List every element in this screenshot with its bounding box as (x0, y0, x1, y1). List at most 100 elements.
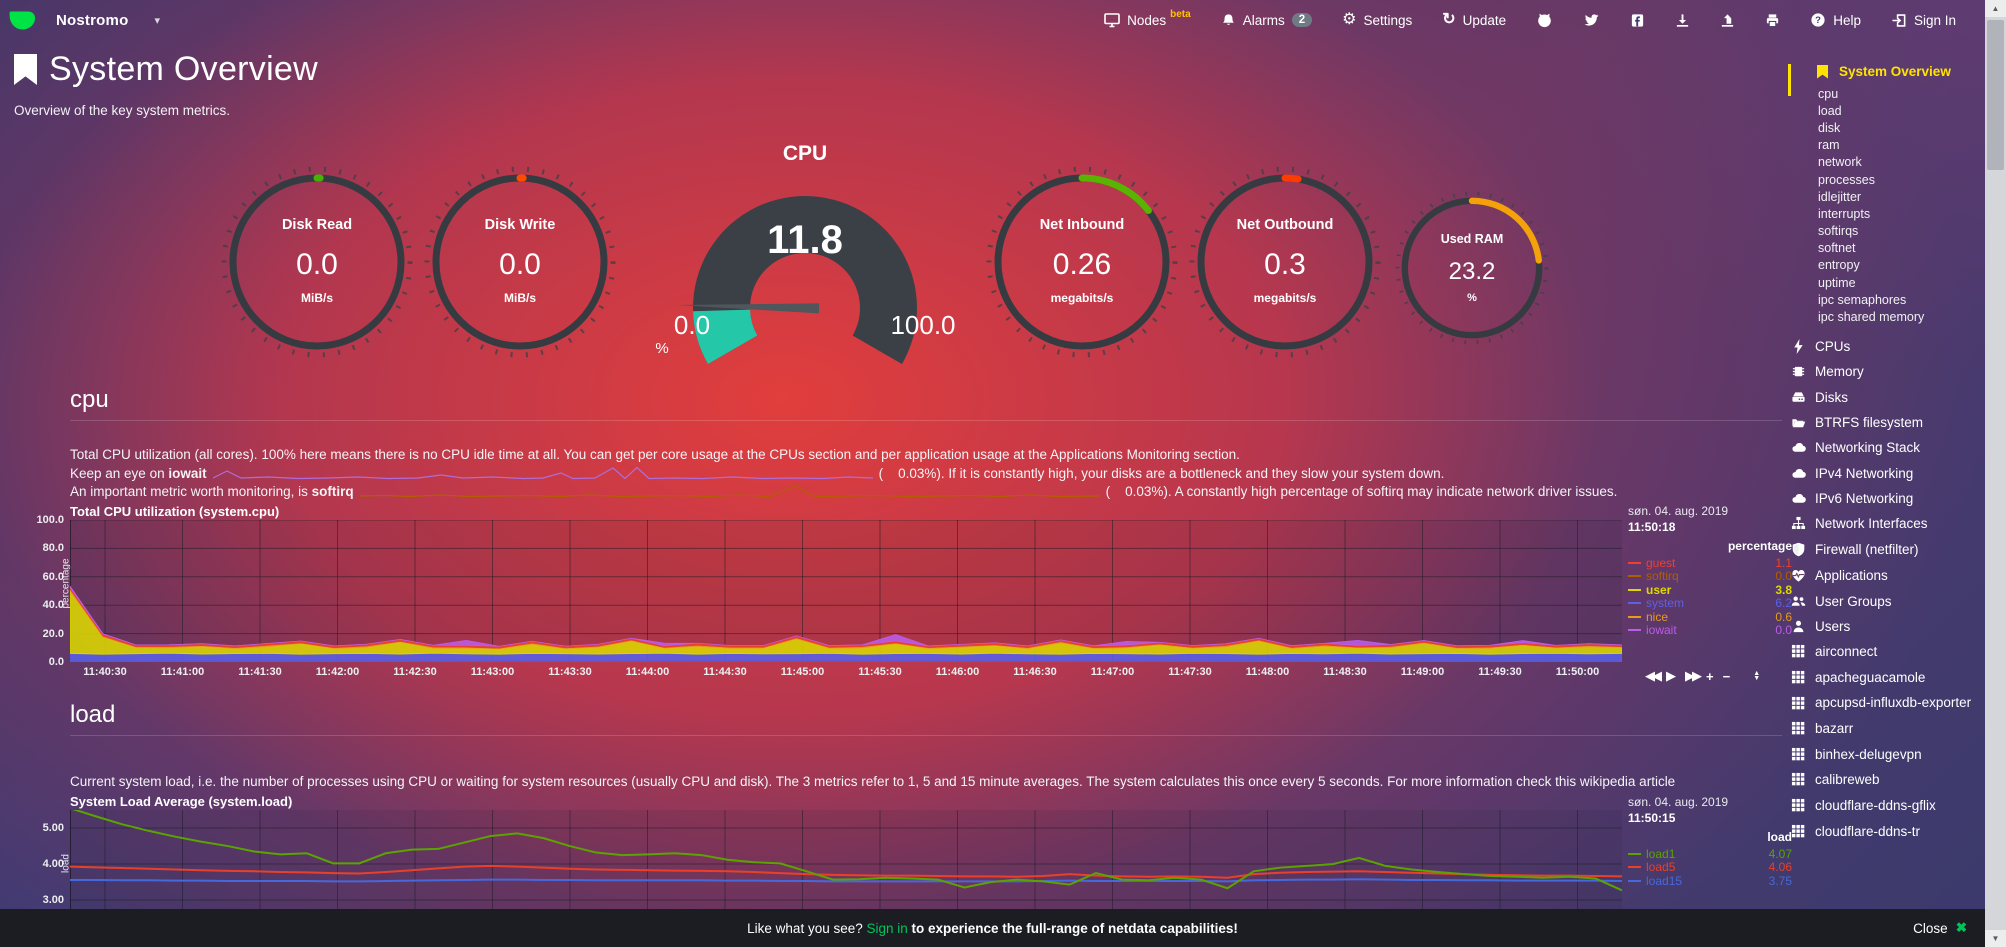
legend-row-guest[interactable]: guest 1.1 (1628, 556, 1792, 570)
github-button[interactable] (1521, 12, 1568, 28)
upload-icon (1722, 13, 1734, 27)
x-axis-tick: 11:50:00 (1555, 666, 1600, 678)
y-axis-tick: 80.0 (42, 542, 64, 555)
facebook-icon (1632, 13, 1644, 27)
nodes-button[interactable]: Nodes beta (1089, 9, 1206, 28)
sidebar-item-bazarr[interactable]: bazarr (1790, 716, 1985, 741)
signin-button[interactable]: Sign In (1876, 13, 1971, 28)
y-axis-tick: 40.0 (42, 599, 64, 612)
cloud-icon (1792, 443, 1806, 453)
legend-row-softirq[interactable]: softirq 0.0 (1628, 569, 1792, 583)
alarms-bell-icon (1222, 13, 1234, 25)
sidebar-item-ipv6-networking[interactable]: IPv6 Networking (1790, 486, 1985, 511)
banner-signin-link[interactable]: Sign in (866, 920, 908, 936)
gauge-net-outbound[interactable]: Net Outbound 0.3 megabits/s (1185, 162, 1385, 362)
help-button[interactable]: ? Help (1795, 12, 1876, 28)
sidebar-active-indicator (1788, 64, 1791, 96)
sidebar-item-cloudflare-ddns-gflix[interactable]: cloudflare-ddns-gflix (1790, 792, 1985, 818)
legend-row-load5[interactable]: load5 4.06 (1628, 860, 1792, 874)
scrollbar-thumb[interactable] (1987, 20, 2004, 170)
sidebar-subitem-softirqs[interactable]: softirqs (1818, 224, 1859, 239)
sidebar-item-cpus[interactable]: CPUs (1790, 334, 1985, 359)
cpu-chart[interactable]: Total CPU utilization (system.cpu) perce… (0, 498, 1792, 698)
legend-row-load15[interactable]: load15 3.75 (1628, 874, 1792, 888)
gauge-used-ram[interactable]: Used RAM 23.2 % (1392, 188, 1552, 348)
legend-row-load1[interactable]: load1 4.07 (1628, 847, 1792, 861)
legend-row-system[interactable]: system 6.2 (1628, 596, 1792, 610)
hostname[interactable]: Nostromo (56, 11, 129, 29)
export-button[interactable] (1705, 13, 1750, 28)
update-button[interactable]: ↻ Update (1442, 11, 1507, 28)
sidebar-item-user-groups[interactable]: User Groups (1790, 588, 1985, 613)
import-button[interactable] (1660, 13, 1705, 28)
facebook-button[interactable] (1615, 13, 1660, 28)
print-button[interactable] (1750, 13, 1795, 28)
sidebar-item-network-interfaces[interactable]: Network Interfaces (1790, 511, 1985, 536)
x-axis-tick: 11:42:30 (393, 666, 437, 678)
sidebar-item-applications[interactable]: Applications (1790, 563, 1985, 588)
sidebar-item-system-overview[interactable]: System Overview (1790, 50, 1985, 85)
scroll-up-button[interactable]: ▲ (1985, 0, 2006, 17)
x-axis-tick: 11:48:30 (1323, 666, 1367, 678)
sidebar-item-binhex-delugevpn[interactable]: binhex-delugevpn (1790, 742, 1985, 767)
sidebar-subitem-interrupts[interactable]: interrupts (1818, 206, 1871, 221)
bolt-icon (1794, 338, 1803, 354)
gauge-net-inbound[interactable]: Net Inbound 0.26 megabits/s (982, 162, 1182, 362)
cpu-chart-plot[interactable] (70, 520, 1622, 662)
sidebar-subitem-disk[interactable]: disk (1818, 120, 1841, 135)
twitter-button[interactable] (1568, 12, 1615, 28)
sidebar-subitem-processes[interactable]: processes (1818, 172, 1875, 187)
page-scrollbar[interactable]: ▲ ▼ (1985, 0, 2006, 947)
legend-dash-icon (1628, 575, 1641, 578)
hostname-caret-icon[interactable]: ▾ (154, 14, 160, 27)
scroll-down-button[interactable]: ▼ (1985, 930, 2006, 947)
legend-row-iowait[interactable]: iowait 0.0 (1628, 623, 1792, 637)
sidebar-subitem-ipc-shared-memory[interactable]: ipc shared memory (1818, 310, 1925, 325)
legend-row-user[interactable]: user 3.8 (1628, 583, 1792, 597)
sidebar-item-users[interactable]: Users (1790, 614, 1985, 639)
y-axis-tick: 4.00 (42, 857, 64, 870)
sidebar-subitem-idlejitter[interactable]: idlejitter (1818, 189, 1862, 204)
chart-backward-button[interactable]: ◀◀ (1645, 668, 1662, 683)
chart-play-button[interactable]: ▶ (1666, 668, 1678, 683)
alarms-button[interactable]: Alarms 2 (1206, 13, 1327, 28)
sidebar-subitem-softnet[interactable]: softnet (1818, 241, 1856, 256)
bookmark-icon (1817, 64, 1828, 79)
legend-row-nice[interactable]: nice 0.6 (1628, 610, 1792, 624)
banner-close-button[interactable]: Close ✖ (1913, 920, 1967, 936)
sidebar-item-firewall-netfilter-[interactable]: Firewall (netfilter) (1790, 537, 1985, 563)
gauge-disk-write[interactable]: Disk Write 0.0 MiB/s (420, 162, 620, 362)
netdata-logo-icon[interactable] (8, 10, 36, 31)
settings-button[interactable]: ⚙ Settings (1342, 11, 1413, 28)
user-icon (1793, 620, 1804, 633)
sidebar-item-apacheguacamole[interactable]: apacheguacamole (1790, 665, 1985, 690)
sidebar-subitem-ram[interactable]: ram (1818, 138, 1840, 153)
chart-zoom-out-button[interactable]: − (1722, 668, 1733, 684)
sidebar-subitem-load[interactable]: load (1818, 103, 1842, 118)
chart-forward-button[interactable]: ▶▶ (1685, 668, 1702, 683)
load-chart-legend: søn. 04. aug. 2019 11:50:15 load load1 4.… (1628, 795, 1792, 888)
sidebar-subitem-network[interactable]: network (1818, 155, 1862, 170)
chart-zoom-in-button[interactable]: + (1706, 668, 1716, 684)
sidebar-subitem-ipc-semaphores[interactable]: ipc semaphores (1818, 292, 1907, 307)
chart-resize-handle[interactable]: ▲ ▼ (1753, 670, 1761, 682)
gauge-cpu[interactable]: CPU 11.8 0.0 100.0 % (640, 142, 970, 370)
sidebar-item-ipv4-networking[interactable]: IPv4 Networking (1790, 461, 1985, 486)
sidebar-item-cloudflare-ddns-tr[interactable]: cloudflare-ddns-tr (1790, 819, 1985, 844)
sidebar-item-btrfs-filesystem[interactable]: BTRFS filesystem (1790, 410, 1985, 435)
x-axis-tick: 11:43:00 (470, 666, 515, 678)
sidebar-item-apcupsd-influxdb-exporter[interactable]: apcupsd-influxdb-exporter (1790, 690, 1985, 716)
sidebar-item-networking-stack[interactable]: Networking Stack (1790, 435, 1985, 460)
signin-banner: Like what you see? Sign in to experience… (0, 909, 1985, 947)
sidebar-item-airconnect[interactable]: airconnect (1790, 639, 1985, 664)
sidebar-subitem-entropy[interactable]: entropy (1818, 258, 1860, 273)
nodes-monitor-icon (1104, 13, 1120, 28)
sidebar-subitem-uptime[interactable]: uptime (1818, 275, 1856, 290)
sidebar-item-calibreweb[interactable]: calibreweb (1790, 767, 1985, 792)
y-axis-tick: 60.0 (42, 570, 64, 583)
gauge-disk-read[interactable]: Disk Read 0.0 MiB/s (217, 162, 417, 362)
sidebar-item-memory[interactable]: Memory (1790, 359, 1985, 384)
sidebar-item-disks[interactable]: Disks (1790, 384, 1985, 409)
iowait-sparkline (212, 466, 873, 479)
sidebar-subitem-cpu[interactable]: cpu (1818, 86, 1839, 101)
